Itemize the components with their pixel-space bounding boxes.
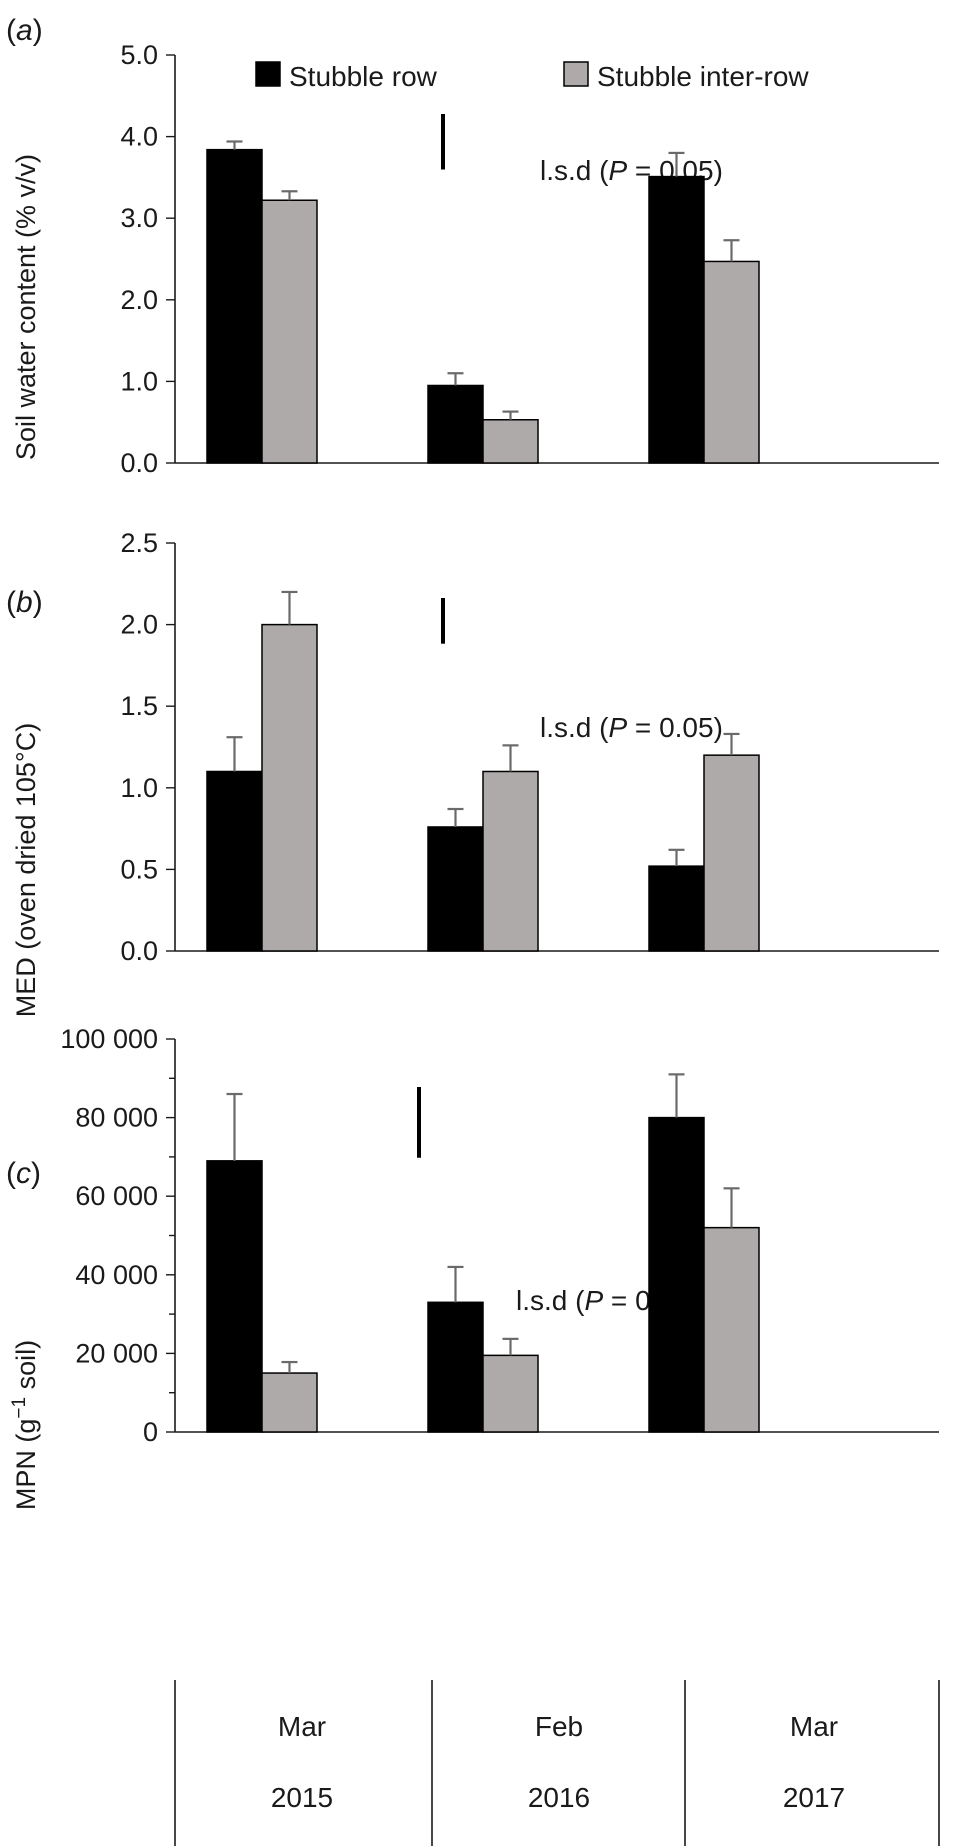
x-category-table: Mar Feb Mar 2015 2016 2017: [174, 1680, 940, 1846]
panel-b-bar-stubble-row: [648, 865, 705, 952]
panel-b-letter: (b): [6, 586, 43, 619]
panel-b-bar-stubble-inter-row: [703, 754, 760, 952]
panel-a-y-tick-label: 1.0: [120, 366, 158, 396]
panel-a-bar-stubble-inter-row: [261, 199, 318, 464]
x-year-0: 2015: [271, 1782, 333, 1813]
panel-a-y-tick-label: 0.0: [120, 448, 158, 478]
panel-b-y-tick-label: 0.5: [120, 854, 158, 884]
panel-b-bar-stubble-row: [427, 826, 484, 952]
panel-a-y-tick-label: 2.0: [120, 285, 158, 315]
panel-a-bar-stubble-inter-row: [482, 419, 539, 464]
panel-a-y-tick-label: 4.0: [120, 122, 158, 152]
panel-c-y-tick-label: 80 000: [75, 1103, 158, 1133]
panel-b-bar-stubble-row: [206, 770, 263, 952]
panel-b-y-tick-label: 1.5: [120, 691, 158, 721]
panel-c-y-tick-label: 0: [143, 1417, 158, 1447]
panel-c-bar-stubble-row: [648, 1116, 705, 1433]
panel-b-y-tick-label: 2.0: [120, 610, 158, 640]
panel-c-bar-stubble-inter-row: [261, 1372, 318, 1433]
panel-b-ylabel: MED (oven dried 105°C): [11, 723, 41, 1017]
x-year-1: 2016: [528, 1782, 590, 1813]
panel-b-bar-stubble-inter-row: [261, 623, 318, 952]
legend-swatch-stubble-inter-row: [563, 61, 589, 87]
panel-c-bar-stubble-inter-row: [482, 1354, 539, 1433]
panel-a-bar-stubble-row: [206, 148, 263, 464]
panel-c-y-tick-label: 20 000: [75, 1338, 158, 1368]
panel-b-bar-stubble-inter-row: [482, 770, 539, 952]
panel-c-bar-stubble-row: [427, 1301, 484, 1433]
panel-a-letter: (a): [6, 14, 43, 47]
legend: Stubble row Stubble inter-row: [255, 61, 809, 92]
panel-c-bar-stubble-inter-row: [703, 1226, 760, 1433]
panel-c-y-tick-label: 100 000: [60, 1024, 158, 1054]
panel-c-letter: (c): [6, 1157, 41, 1190]
panel-a-bar-stubble-row: [427, 384, 484, 464]
panel-b-lsd-label: l.s.d (P = 0.05): [540, 712, 723, 743]
panel-a-plot: 0.0 1.0 2.0 3.0 4.0 5.0: [120, 40, 939, 478]
panel-c-bar-stubble-row: [206, 1160, 263, 1433]
x-month-0: Mar: [278, 1711, 326, 1742]
x-month-1: Feb: [535, 1711, 583, 1742]
panel-a-bar-stubble-row: [648, 175, 705, 464]
panel-a-y-tick-label: 5.0: [120, 40, 158, 70]
panel-c-plot: 0 20 000 40 000 60 000 80 000 100 000: [60, 1024, 939, 1447]
legend-label-stubble-row: Stubble row: [289, 61, 438, 92]
panel-a-bar-stubble-inter-row: [703, 260, 760, 464]
x-month-2: Mar: [790, 1711, 838, 1742]
panel-b-y-tick-label: 1.0: [120, 773, 158, 803]
panel-c-y-tick-label: 40 000: [75, 1260, 158, 1290]
panel-c-y-tick-label: 60 000: [75, 1181, 158, 1211]
panel-a-y-tick-label: 3.0: [120, 203, 158, 233]
panel-a-ylabel: Soil water content (% v/v): [11, 154, 41, 460]
panel-b-y-tick-label: 2.5: [120, 528, 158, 558]
panel-b-plot: 0.0 0.5 1.0 1.5 2.0 2.5: [120, 528, 939, 966]
panel-c-ylabel: MPN (g−1 soil): [9, 1340, 41, 1510]
x-year-2: 2017: [783, 1782, 845, 1813]
panel-b-y-tick-label: 0.0: [120, 936, 158, 966]
legend-label-stubble-inter-row: Stubble inter-row: [597, 61, 809, 92]
legend-swatch-stubble-row: [255, 61, 281, 87]
